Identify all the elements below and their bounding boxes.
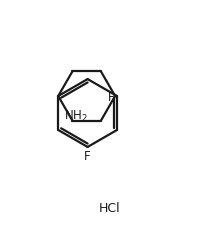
Text: F: F [108, 90, 115, 103]
Text: NH$_2$: NH$_2$ [64, 109, 88, 124]
Text: HCl: HCl [99, 201, 120, 214]
Text: F: F [84, 149, 91, 163]
